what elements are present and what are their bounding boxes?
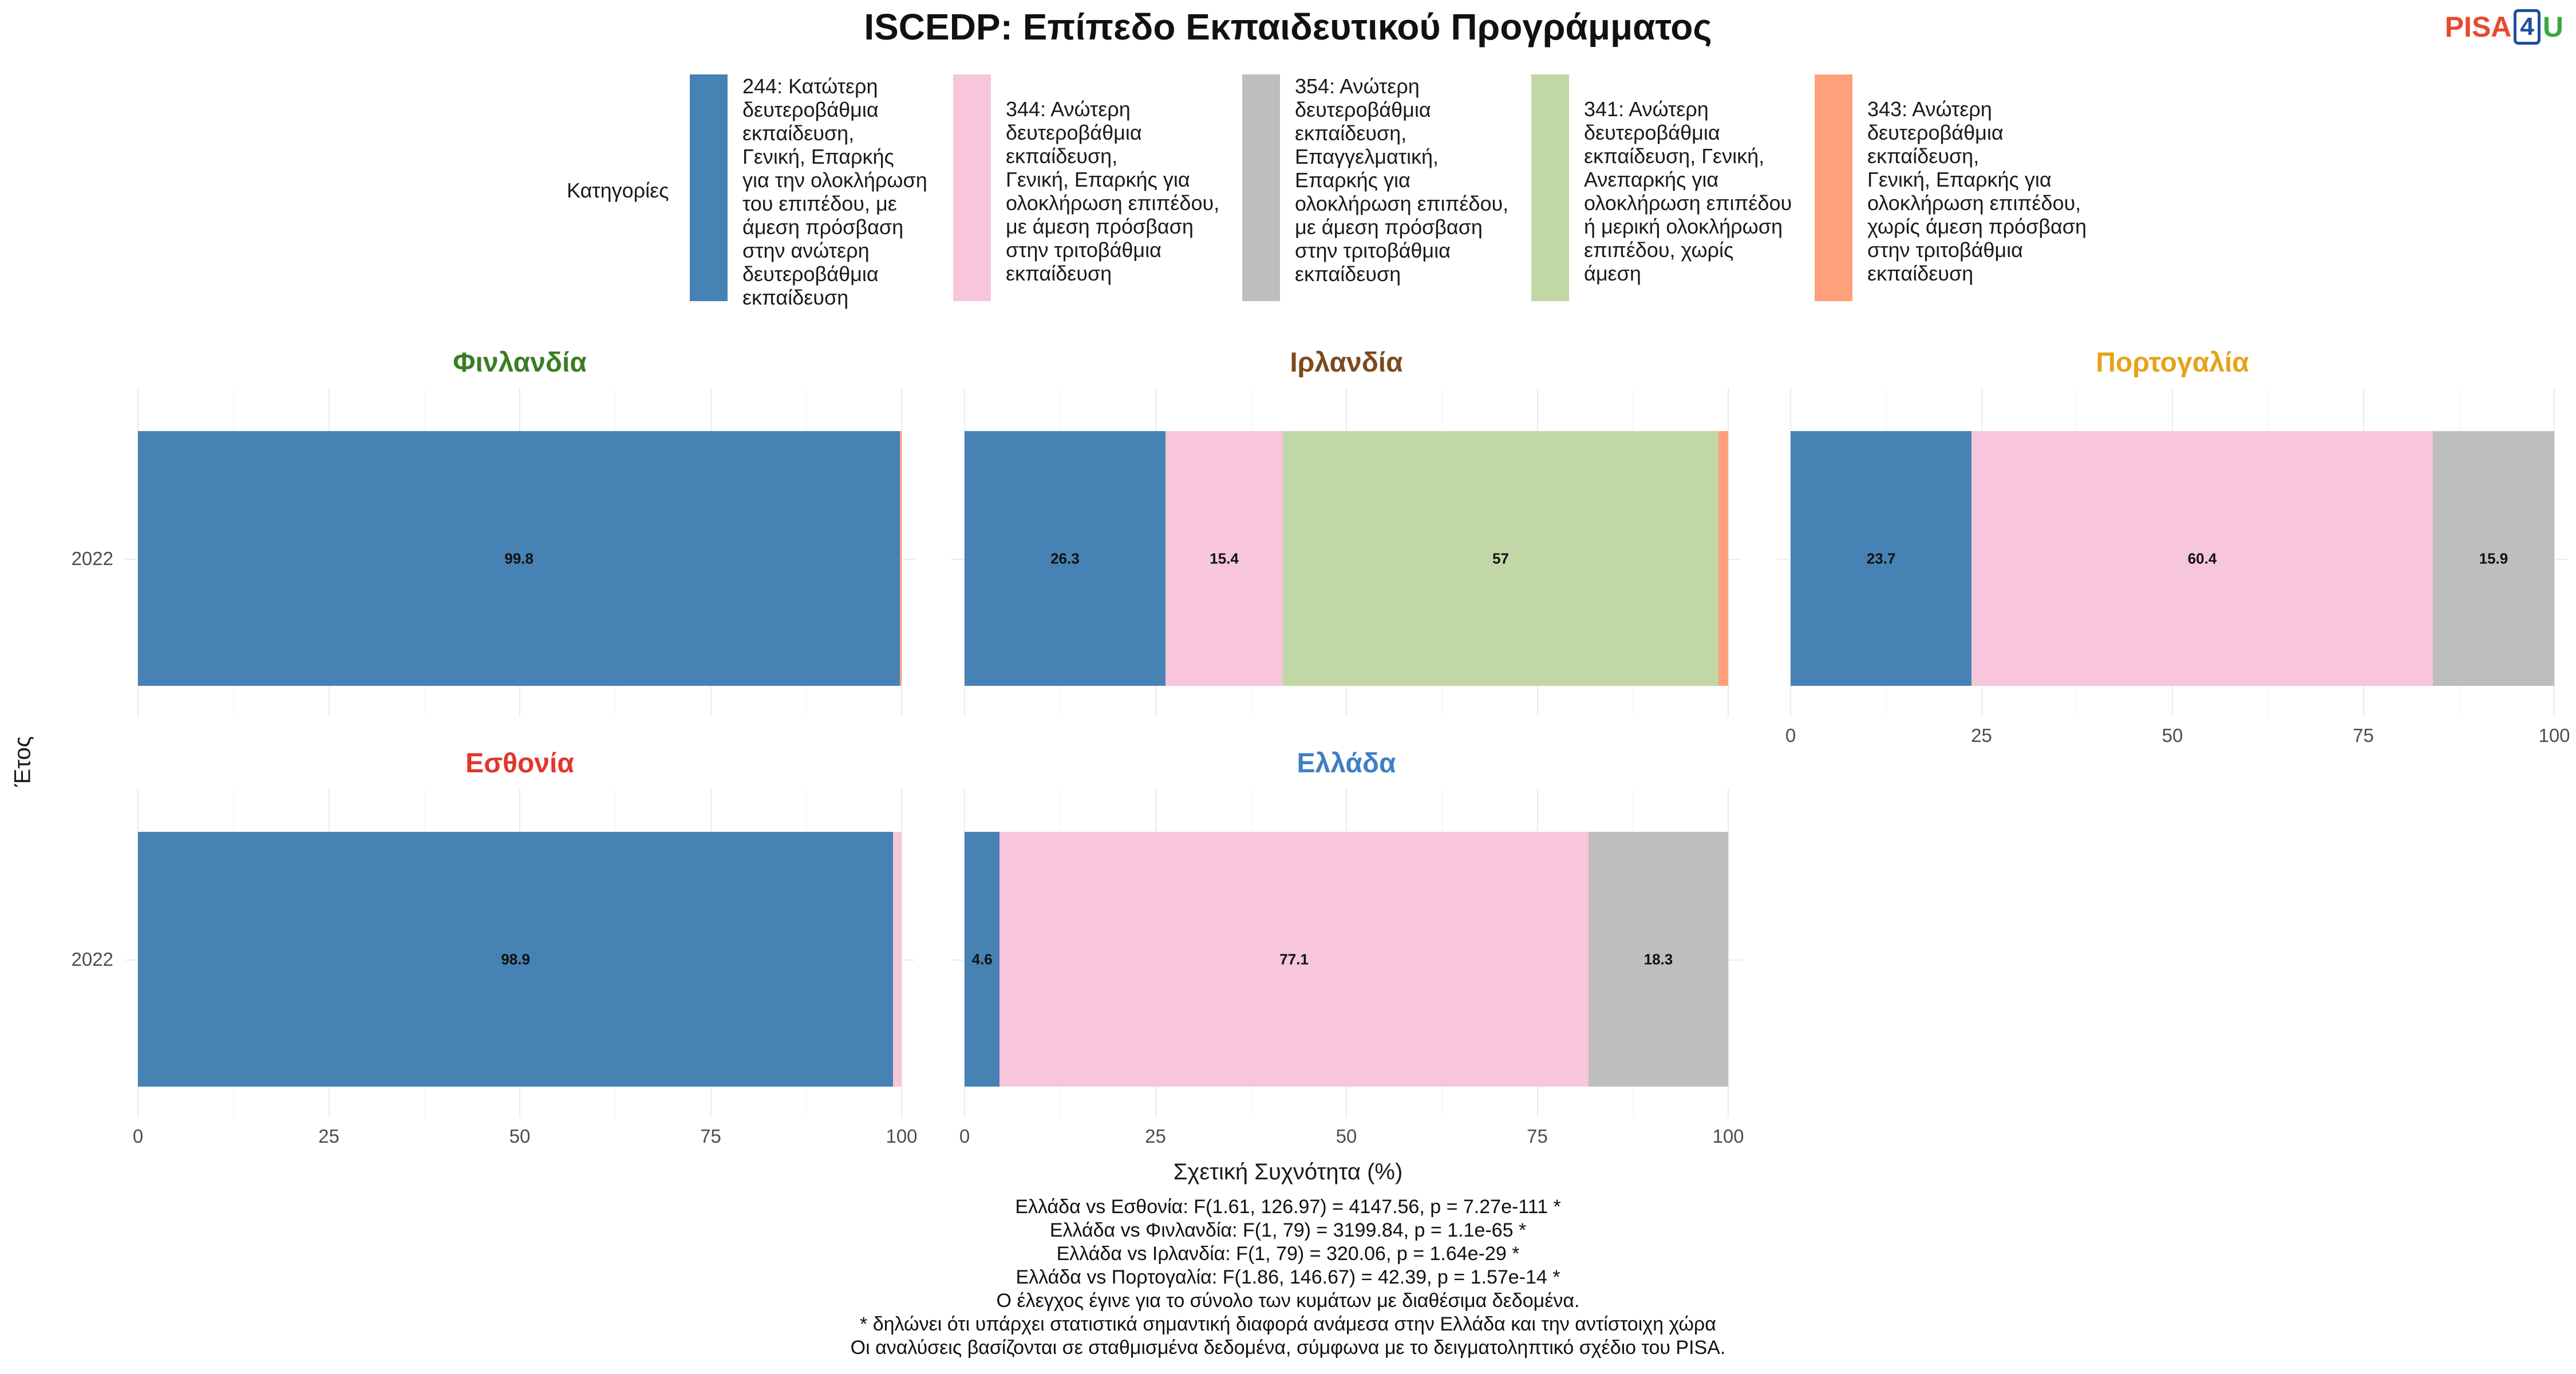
statistical-notes: Ελλάδα vs Εσθονία: F(1.61, 126.97) = 414… xyxy=(0,1195,2576,1360)
x-tick-label: 50 xyxy=(2162,725,2183,746)
major-gridline xyxy=(901,388,902,717)
facet-panel: 23.7 60.4 15.9 xyxy=(1777,388,2567,717)
legend-label: 341: Ανώτερη δευτεροβάθμια εκπαίδευση, Γ… xyxy=(1584,97,1792,285)
major-gridline xyxy=(1728,388,1729,717)
y-tick-label: 2022 xyxy=(71,948,113,970)
note-line: Ελλάδα vs Εσθονία: F(1.61, 126.97) = 414… xyxy=(1015,1196,1561,1218)
note-line: Ο έλεγχος έγινε για το σύνολο των κυμάτω… xyxy=(996,1290,1580,1312)
data-label: 77.1 xyxy=(1279,950,1309,968)
legend-swatch xyxy=(953,74,991,301)
bar-segment xyxy=(999,832,1589,1087)
bar-segment xyxy=(1718,431,1728,686)
major-gridline xyxy=(1728,789,1729,1118)
data-label: 15.4 xyxy=(1210,550,1239,567)
x-tick-label: 0 xyxy=(959,1126,970,1147)
logo-u-text: U xyxy=(2542,11,2563,43)
legend-label: 244: Κατώτερη δευτεροβάθμια εκπαίδευση, … xyxy=(742,74,927,309)
data-label: 18.3 xyxy=(1643,950,1673,968)
data-label: 57 xyxy=(1492,550,1509,567)
bar-segment xyxy=(2432,431,2554,686)
chart-title: ISCEDP: Επίπεδο Εκπαιδευτικού Προγράμματ… xyxy=(864,6,1712,48)
x-tick-label: 100 xyxy=(2538,725,2570,746)
bar-segment xyxy=(138,832,894,1087)
major-gridline xyxy=(2554,388,2555,717)
data-label: 15.9 xyxy=(2479,550,2508,567)
x-tick-label: 25 xyxy=(1971,725,1992,746)
note-line: Ελλάδα vs Φινλανδία: F(1, 79) = 3199.84,… xyxy=(1049,1219,1527,1241)
legend-swatch xyxy=(1531,74,1569,301)
data-label: 98.9 xyxy=(501,950,530,968)
facet-title: Εσθονία xyxy=(465,748,574,779)
facet-title: Πορτογαλία xyxy=(2096,348,2249,378)
facet-panel: 26.3 15.4 57 xyxy=(951,388,1741,717)
x-axis-title: Σχετική Συχνότητα (%) xyxy=(1173,1159,1403,1185)
x-tick-label: 100 xyxy=(886,1126,918,1147)
data-label: 99.8 xyxy=(504,550,534,567)
data-label: 23.7 xyxy=(1866,550,1896,567)
x-tick-label: 0 xyxy=(1785,725,1796,746)
major-gridline xyxy=(901,789,902,1118)
y-axis-title: Έτος xyxy=(10,736,35,787)
y-tick-label: 2022 xyxy=(71,547,113,569)
x-tick-label: 50 xyxy=(509,1126,531,1147)
facet-title: Φινλανδία xyxy=(453,348,587,378)
data-label: 26.3 xyxy=(1050,550,1080,567)
x-tick-label: 25 xyxy=(318,1126,339,1147)
bar-segment xyxy=(1791,431,1972,686)
x-tick-label: 75 xyxy=(700,1126,721,1147)
legend-label: 343: Ανώτερη δευτεροβάθμια εκπαίδευση, Γ… xyxy=(1867,97,2087,285)
legend-swatch xyxy=(690,74,728,301)
bar-segment xyxy=(1165,431,1283,686)
bar-segment xyxy=(965,832,1000,1087)
bar-segment xyxy=(965,431,1165,686)
legend-label: 354: Ανώτερη δευτεροβάθμια εκπαίδευση, Ε… xyxy=(1295,74,1509,286)
bar-segment xyxy=(1283,431,1718,686)
x-tick-label: 25 xyxy=(1145,1126,1166,1147)
logo-four-text: 4 xyxy=(2514,9,2541,45)
legend-swatch xyxy=(1242,74,1280,301)
note-line: Ελλάδα vs Ιρλανδία: F(1, 79) = 320.06, p… xyxy=(1056,1243,1520,1265)
x-tick-label: 75 xyxy=(1527,1126,1548,1147)
pisa4u-logo: PISA 4 U xyxy=(2445,9,2563,45)
x-tick-label: 100 xyxy=(1712,1126,1744,1147)
facet-title: Ελλάδα xyxy=(1297,748,1396,779)
facet-panel: 99.8 xyxy=(125,388,915,717)
x-tick-label: 50 xyxy=(1336,1126,1357,1147)
x-tick-label: 0 xyxy=(132,1126,144,1147)
logo-pisa-text: PISA xyxy=(2444,11,2512,43)
legend-label: 344: Ανώτερη δευτεροβάθμια εκπαίδευση, Γ… xyxy=(1006,97,1220,285)
data-label: 4.6 xyxy=(971,950,993,968)
bar-segment xyxy=(900,431,902,686)
bar-segment xyxy=(893,832,902,1087)
note-line: Ελλάδα vs Πορτογαλία: F(1.86, 146.67) = … xyxy=(1016,1266,1560,1288)
facet-panel: 98.9 xyxy=(125,789,915,1118)
bar-segment xyxy=(1588,832,1728,1087)
note-line: * δηλώνει ότι υπάρχει στατιστικά σημαντι… xyxy=(860,1313,1716,1335)
bar-segment xyxy=(1971,431,2433,686)
data-label: 60.4 xyxy=(2187,550,2217,567)
facet-panel: 4.6 77.1 18.3 xyxy=(951,789,1741,1118)
bar-segment xyxy=(138,431,900,686)
legend-title: Κατηγορίες xyxy=(567,179,669,202)
note-line: Οι αναλύσεις βασίζονται σε σταθμισμένα δ… xyxy=(850,1337,1726,1359)
legend-swatch xyxy=(1815,74,1852,301)
x-tick-label: 75 xyxy=(2353,725,2374,746)
facet-title: Ιρλανδία xyxy=(1290,348,1403,378)
